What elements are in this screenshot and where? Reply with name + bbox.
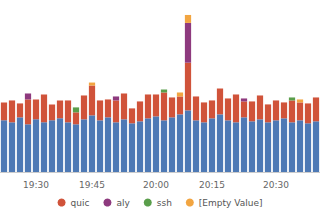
svg-text:20:15: 20:15 <box>199 180 225 190</box>
svg-text:[Empty Value]: [Empty Value] <box>199 198 263 208</box>
svg-text:19:30: 19:30 <box>23 180 49 190</box>
svg-text:19:45: 19:45 <box>79 180 105 190</box>
svg-text:ssh: ssh <box>157 198 172 208</box>
svg-text:aly: aly <box>116 198 130 208</box>
svg-text:20:30: 20:30 <box>263 180 289 190</box>
svg-text:quic: quic <box>71 198 90 208</box>
svg-text:20:00: 20:00 <box>143 180 169 190</box>
